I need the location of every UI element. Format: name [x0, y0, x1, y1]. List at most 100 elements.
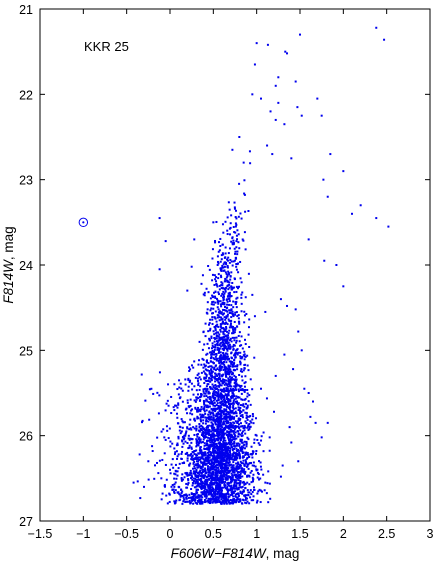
star-point	[219, 379, 222, 382]
star-point	[226, 349, 229, 352]
star-point	[244, 248, 247, 251]
star-point	[214, 301, 217, 304]
star-point	[226, 488, 229, 491]
star-point	[206, 308, 209, 311]
star-point	[225, 386, 228, 389]
star-point	[248, 427, 251, 430]
star-point	[243, 494, 246, 497]
x-tick-label: −1.5	[28, 527, 53, 541]
star-point	[211, 322, 214, 325]
star-point	[203, 343, 206, 346]
star-point	[152, 392, 155, 395]
star-point	[235, 300, 238, 303]
star-point	[232, 239, 235, 242]
star-point	[226, 229, 229, 232]
star-point	[246, 388, 249, 391]
star-point	[257, 490, 260, 493]
star-point	[217, 325, 220, 328]
x-axis-label-italic: F606W−F814W	[171, 546, 267, 561]
star-point	[227, 437, 230, 440]
star-point	[239, 449, 242, 452]
star-point	[233, 422, 236, 425]
star-point	[221, 375, 224, 378]
star-point	[224, 487, 227, 490]
star-point	[204, 377, 207, 380]
star-point	[215, 451, 218, 454]
star-point	[232, 442, 235, 445]
star-point	[173, 490, 176, 493]
star-point	[248, 415, 251, 418]
star-point	[147, 478, 150, 481]
star-point	[207, 457, 210, 460]
star-point	[229, 345, 232, 348]
star-point	[205, 491, 208, 494]
star-point	[229, 295, 232, 298]
star-point	[238, 427, 241, 430]
star-point	[202, 428, 205, 431]
star-point	[207, 406, 210, 409]
y-tick-label: 26	[19, 430, 33, 444]
star-point	[212, 399, 215, 402]
star-point	[213, 459, 216, 462]
star-point	[247, 425, 250, 428]
star-point	[208, 337, 211, 340]
star-point	[288, 426, 291, 429]
star-point	[215, 445, 218, 448]
star-point	[240, 462, 243, 465]
star-point	[225, 417, 228, 420]
star-point	[186, 472, 189, 475]
star-point	[220, 459, 223, 462]
star-point	[228, 433, 231, 436]
star-point	[216, 486, 219, 489]
star-point	[210, 483, 213, 486]
star-point	[199, 458, 202, 461]
star-point	[234, 311, 237, 314]
star-point	[234, 435, 237, 438]
star-point	[222, 298, 225, 301]
star-point	[200, 371, 203, 374]
star-point	[174, 481, 177, 484]
star-point	[182, 435, 185, 438]
star-point	[221, 475, 224, 478]
star-point	[217, 291, 220, 294]
star-point	[230, 484, 233, 487]
star-point	[232, 492, 235, 495]
star-point	[203, 405, 206, 408]
star-point	[214, 396, 217, 399]
star-point	[227, 470, 230, 473]
star-point	[180, 488, 183, 491]
star-point	[201, 465, 204, 468]
star-point	[226, 274, 229, 277]
star-point	[188, 493, 191, 496]
star-point	[182, 496, 185, 499]
star-point	[235, 380, 238, 383]
star-point	[197, 397, 200, 400]
star-point	[214, 450, 217, 453]
star-point	[192, 462, 195, 465]
star-point	[218, 447, 221, 450]
star-point	[212, 404, 215, 407]
star-point	[195, 478, 198, 481]
star-point	[219, 439, 222, 442]
star-point	[224, 366, 227, 369]
star-point	[207, 451, 210, 454]
star-point	[220, 444, 223, 447]
star-point	[284, 50, 287, 53]
star-point	[219, 300, 222, 303]
star-point	[219, 389, 222, 392]
star-point	[208, 485, 211, 488]
star-point	[204, 404, 207, 407]
star-point	[223, 426, 226, 429]
star-point	[211, 486, 214, 489]
star-point	[189, 427, 192, 430]
star-point	[237, 448, 240, 451]
star-point	[199, 446, 202, 449]
star-point	[231, 415, 234, 418]
star-point	[253, 63, 256, 66]
star-point	[245, 411, 248, 414]
star-point	[206, 460, 209, 463]
star-point	[238, 475, 241, 478]
star-point	[219, 355, 222, 358]
star-point	[233, 469, 236, 472]
star-point	[255, 417, 258, 420]
